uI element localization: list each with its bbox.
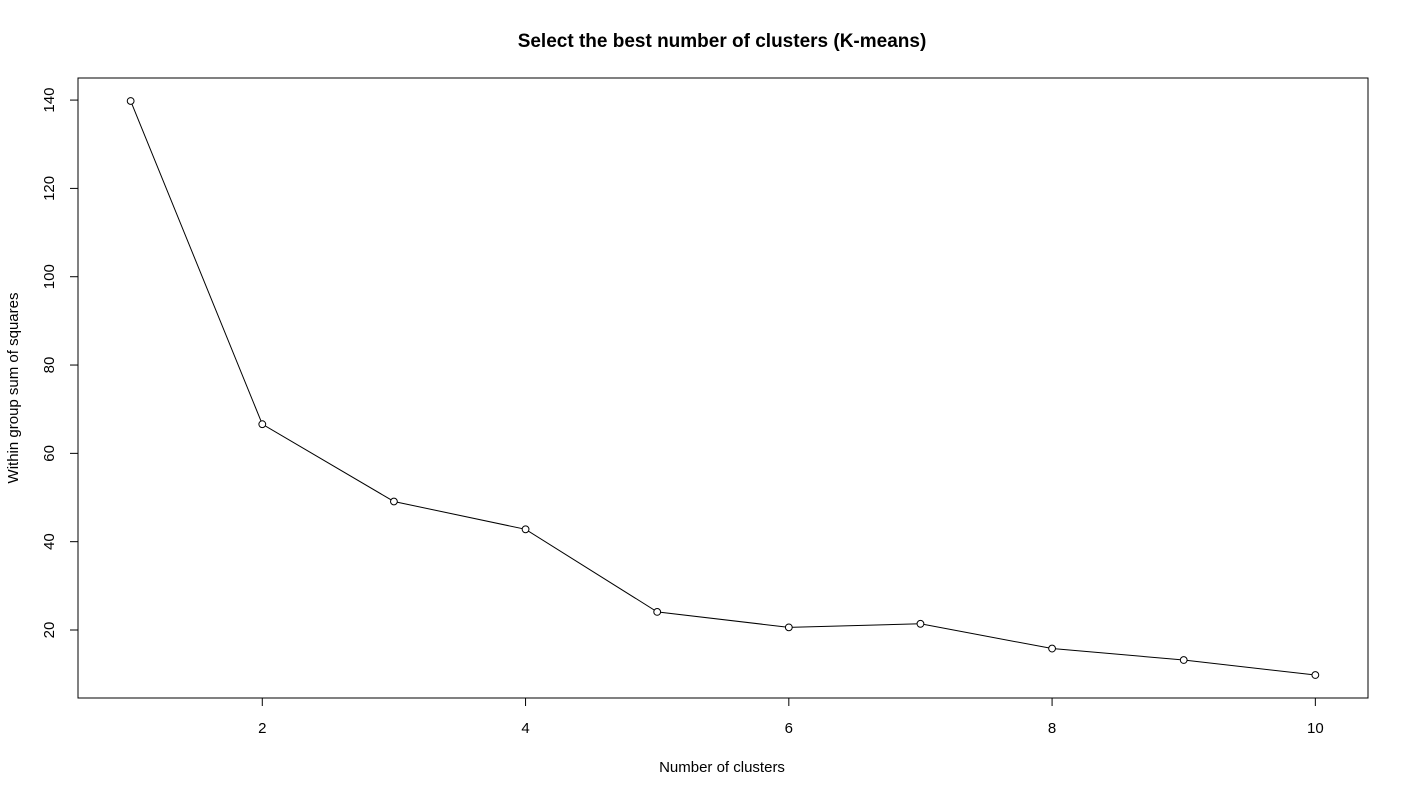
- data-point: [1048, 644, 1056, 653]
- y-tick-label: 120: [41, 176, 58, 201]
- plot-frame: [77, 77, 1369, 699]
- x-tick-label: 8: [1048, 720, 1056, 737]
- y-tick-label: 40: [41, 533, 58, 550]
- series-line: [130, 100, 1316, 676]
- data-point: [521, 525, 530, 534]
- x-tick-label: 2: [258, 720, 266, 737]
- x-tick-label: 6: [785, 720, 793, 737]
- y-tick-label: 60: [41, 445, 58, 462]
- y-axis-label: Within group sum of squares: [5, 293, 22, 484]
- data-point: [784, 623, 793, 632]
- y-tick-label: 20: [41, 622, 58, 639]
- data-point: [1311, 671, 1320, 679]
- data-point: [653, 607, 662, 616]
- series-group: [126, 97, 1320, 679]
- x-tick-label: 4: [521, 720, 529, 737]
- x-tick-label: 10: [1307, 720, 1324, 737]
- data-point: [1179, 656, 1188, 664]
- data-point: [916, 619, 925, 628]
- y-tick-label: 100: [41, 264, 58, 289]
- y-axis: 20 40 60 80 100 120 140: [41, 88, 78, 639]
- data-point: [390, 497, 398, 506]
- y-tick-label: 80: [41, 357, 58, 374]
- x-axis-label: Number of clusters: [659, 759, 785, 776]
- data-point: [126, 97, 135, 105]
- y-tick-label: 140: [41, 88, 58, 113]
- data-point: [258, 420, 267, 429]
- x-axis: 2 4 6 8 10: [258, 698, 1324, 737]
- chart-title: Select the best number of clusters (K-me…: [518, 31, 927, 52]
